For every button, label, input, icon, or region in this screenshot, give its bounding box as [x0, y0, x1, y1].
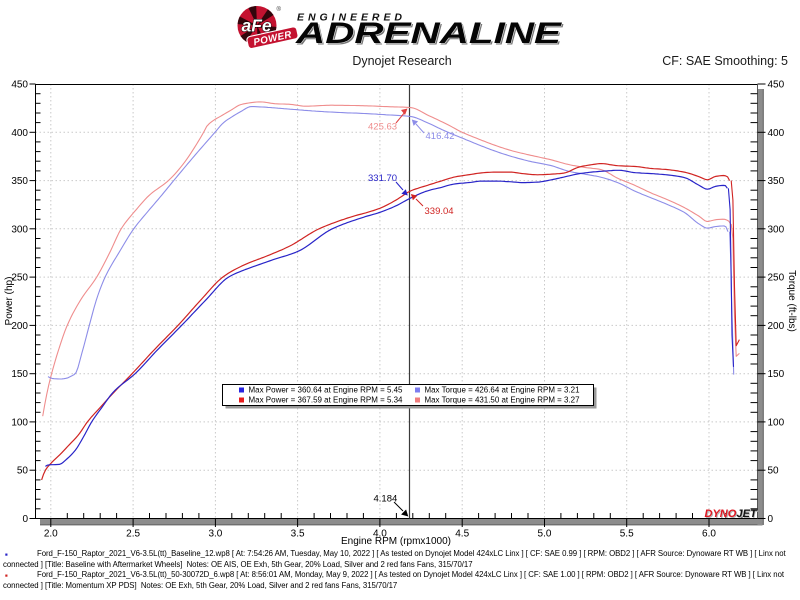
svg-text:6.0: 6.0 [702, 529, 716, 540]
svg-text:100: 100 [768, 417, 785, 428]
svg-text:®: ® [277, 6, 282, 13]
svg-text:DYNO: DYNO [705, 508, 737, 520]
svg-text:ADRENALINE: ADRENALINE [295, 17, 563, 50]
svg-text:0: 0 [22, 514, 28, 525]
svg-text:100: 100 [11, 417, 28, 428]
svg-text:ADRENALINE: ADRENALINE [296, 19, 564, 52]
svg-text:400: 400 [11, 128, 28, 139]
svg-text:Engine RPM (rpmx1000): Engine RPM (rpmx1000) [341, 536, 451, 547]
svg-text:350: 350 [768, 176, 785, 187]
svg-text:2.0: 2.0 [44, 529, 58, 540]
svg-text:300: 300 [11, 224, 28, 235]
svg-text:aFe: aFe [242, 16, 272, 36]
svg-text:5.0: 5.0 [538, 529, 552, 540]
svg-text:425.63: 425.63 [368, 122, 397, 133]
svg-text:331.70: 331.70 [368, 173, 397, 184]
svg-text:450: 450 [768, 80, 785, 91]
svg-text:450: 450 [11, 80, 28, 91]
svg-text:50: 50 [768, 466, 780, 477]
svg-text:3.5: 3.5 [291, 529, 305, 540]
svg-text:300: 300 [768, 224, 785, 235]
svg-text:250: 250 [11, 273, 28, 284]
svg-text:416.42: 416.42 [426, 131, 455, 142]
svg-text:250: 250 [768, 273, 785, 284]
svg-text:Max Power = 367.59 at Engine R: Max Power = 367.59 at Engine RPM = 5.34 [249, 395, 403, 405]
svg-text:350: 350 [11, 176, 28, 187]
svg-text:Dynojet Research: Dynojet Research [352, 54, 451, 68]
svg-text:200: 200 [768, 321, 785, 332]
svg-text:5.5: 5.5 [620, 529, 634, 540]
svg-text:50: 50 [17, 466, 29, 477]
svg-text:Max Torque = 431.50 at Engine: Max Torque = 431.50 at Engine RPM = 3.27 [425, 395, 580, 405]
svg-text:4.184: 4.184 [374, 494, 398, 505]
svg-text:Max Torque = 426.64 at Engine: Max Torque = 426.64 at Engine RPM = 3.21 [425, 385, 580, 395]
svg-text:3.0: 3.0 [208, 529, 222, 540]
svg-text:JET: JET [737, 508, 758, 520]
svg-text:Torque (ft-lbs): Torque (ft-lbs) [786, 270, 797, 332]
svg-text:200: 200 [11, 321, 28, 332]
svg-text:4.0: 4.0 [373, 529, 387, 540]
svg-text:400: 400 [768, 128, 785, 139]
svg-text:2.5: 2.5 [126, 529, 140, 540]
svg-text:150: 150 [11, 369, 28, 380]
svg-text:339.04: 339.04 [425, 206, 454, 217]
svg-text:ENGINEERED: ENGINEERED [297, 12, 402, 24]
svg-text:Max Power = 360.64 at Engine R: Max Power = 360.64 at Engine RPM = 5.45 [249, 385, 403, 395]
svg-text:150: 150 [768, 369, 785, 380]
svg-text:0: 0 [768, 514, 774, 525]
svg-text:Power (hp): Power (hp) [4, 277, 15, 326]
svg-text:DYNOJET: DYNOJET [706, 509, 759, 521]
svg-text:CF: SAE Smoothing: 5: CF: SAE Smoothing: 5 [662, 54, 788, 68]
svg-text:4.5: 4.5 [455, 529, 469, 540]
